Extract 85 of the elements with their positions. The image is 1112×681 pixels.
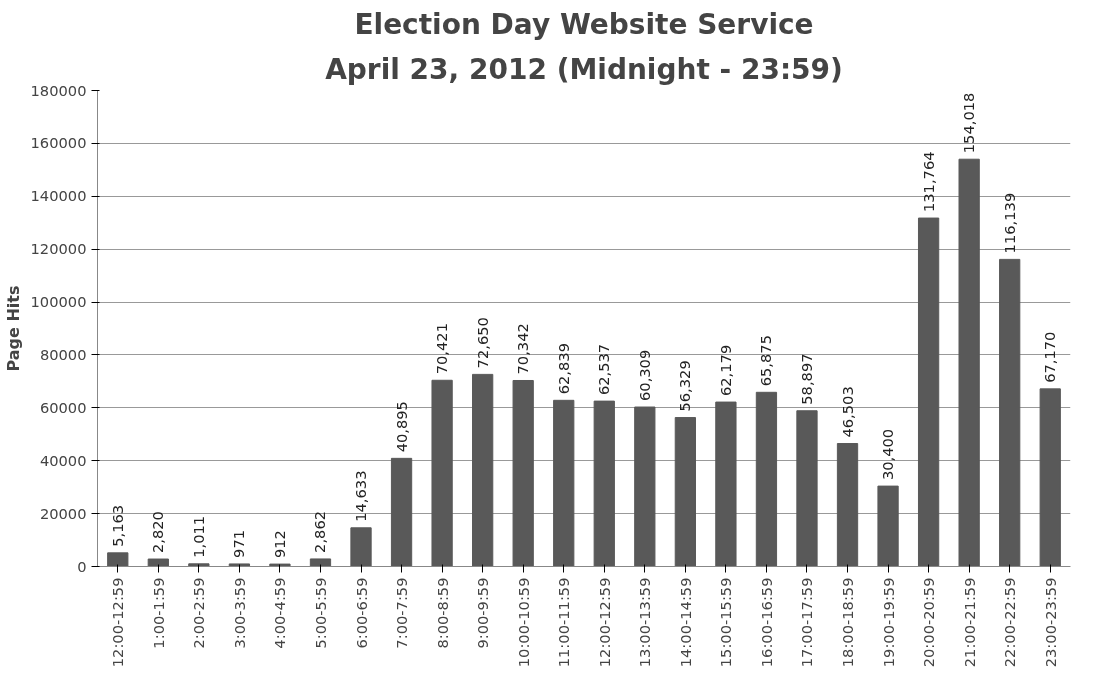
bar (836, 443, 859, 567)
x-tick-label: 19:00-19:59 (879, 577, 897, 668)
data-label: 70,421 (433, 322, 451, 375)
bar (350, 527, 372, 567)
bar (107, 552, 129, 567)
bar (958, 158, 980, 567)
data-label: 2,820 (149, 511, 167, 554)
x-tick-label: 2:00-2:59 (190, 577, 208, 649)
bar (472, 373, 494, 567)
x-tick-label: 23:00-23:59 (1041, 577, 1059, 668)
y-tick-label: 20000 (39, 504, 87, 522)
bar (188, 563, 210, 567)
data-label: 30,400 (879, 428, 897, 481)
bar (1039, 388, 1061, 567)
data-label: 58,897 (797, 353, 815, 405)
x-tick-label: 4:00-4:59 (271, 577, 289, 649)
x-tick-label: 5:00-5:59 (311, 577, 329, 649)
x-tick-label: 3:00-3:59 (230, 577, 248, 649)
data-label: 67,170 (1041, 331, 1059, 383)
bar (390, 457, 413, 567)
bar (715, 401, 737, 567)
bar (593, 400, 615, 567)
data-label: 56,329 (676, 360, 694, 412)
bar (755, 391, 778, 567)
x-tick-label: 22:00-22:59 (1001, 577, 1019, 668)
data-label: 72,650 (473, 317, 491, 369)
data-label: 60,309 (635, 349, 653, 402)
data-label: 971 (230, 529, 248, 558)
data-label: 116,139 (1000, 192, 1018, 254)
data-label: 131,764 (919, 151, 937, 213)
x-tick-label: 6:00-6:59 (352, 577, 370, 649)
bar (674, 417, 696, 567)
bar (796, 410, 818, 567)
data-label: 65,875 (757, 335, 775, 387)
data-label: 1,011 (189, 515, 207, 558)
x-tick-label: 12:00-12:59 (109, 577, 127, 668)
x-tick-label: 16:00-16:59 (757, 577, 775, 668)
x-tick-label: 21:00-21:59 (960, 577, 978, 668)
bar (269, 563, 291, 567)
x-tick-label: 9:00-9:59 (474, 577, 492, 649)
y-tick-label: 140000 (30, 187, 87, 205)
data-label: 46,503 (838, 386, 856, 438)
bar (512, 379, 534, 567)
bar (917, 217, 940, 567)
y-tick-label: 180000 (30, 81, 87, 99)
x-tick-label: 14:00-14:59 (676, 577, 694, 668)
x-tick-label: 8:00-8:59 (433, 577, 451, 649)
x-tick-label: 1:00-1:59 (149, 577, 167, 649)
y-tick-label: 40000 (39, 451, 87, 469)
bar (228, 563, 251, 567)
x-tick-label: 10:00-10:59 (514, 577, 532, 668)
y-tick-label: 60000 (39, 398, 87, 416)
data-label: 40,895 (392, 401, 410, 453)
x-tick-label: 15:00-15:59 (717, 577, 735, 668)
x-tick-label: 11:00-11:59 (555, 577, 573, 668)
data-label: 70,342 (514, 323, 532, 375)
chart-title: Election Day Website Service (354, 7, 814, 41)
data-label: 154,018 (960, 92, 978, 154)
y-tick-label: 0 (77, 557, 87, 575)
data-label: 14,633 (352, 470, 370, 522)
data-label: 912 (270, 530, 288, 559)
x-tick-label: 20:00-20:59 (920, 577, 938, 668)
bar (877, 485, 899, 567)
data-label: 62,839 (554, 343, 572, 395)
bar (999, 258, 1021, 567)
y-tick-label: 120000 (30, 240, 87, 258)
data-label: 2,862 (311, 510, 329, 553)
data-label: 62,537 (595, 343, 613, 396)
data-label: 62,179 (716, 344, 734, 397)
x-tick-label: 17:00-17:59 (798, 577, 816, 668)
bar (147, 558, 169, 567)
x-tick-label: 18:00-18:59 (839, 577, 857, 668)
chart-subtitle: April 23, 2012 (Midnight - 23:59) (325, 52, 843, 86)
y-tick-label: 80000 (39, 345, 87, 363)
bar (634, 406, 656, 567)
bar (309, 558, 332, 567)
x-tick-label: 7:00-7:59 (393, 577, 411, 649)
bar (431, 379, 453, 567)
y-tick-label: 160000 (30, 134, 87, 152)
data-label: 5,163 (108, 504, 126, 547)
y-axis-title: Page Hits (3, 285, 23, 372)
y-tick-label: 100000 (30, 293, 87, 311)
x-tick-label: 13:00-13:59 (636, 577, 654, 668)
x-tick-label: 12:00-12:59 (595, 577, 613, 668)
bar (553, 399, 575, 567)
